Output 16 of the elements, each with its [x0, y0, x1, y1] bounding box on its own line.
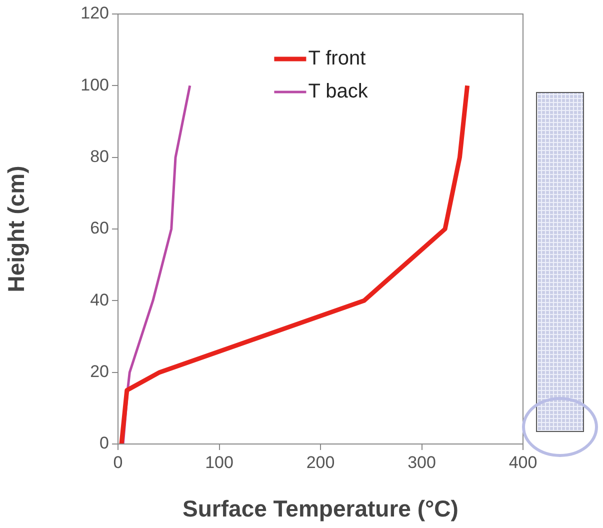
x-axis-title: Surface Temperature (°C) [182, 496, 458, 522]
y-tick-label: 40 [90, 290, 109, 310]
legend-label: T back [308, 80, 369, 103]
x-tick-label: 100 [205, 452, 234, 472]
x-tick-label: 200 [306, 452, 335, 472]
y-axis-title: Height (cm) [3, 166, 30, 292]
y-tick-label: 120 [80, 4, 109, 23]
y-tick-label: 80 [90, 147, 109, 166]
y-tick-label: 20 [90, 362, 109, 382]
x-tick-label: 300 [408, 452, 436, 472]
legend-label: T front [308, 48, 366, 70]
y-tick-label: 100 [80, 75, 109, 94]
x-tick-label: 400 [508, 452, 538, 472]
x-tick-label: 0 [113, 452, 123, 472]
y-tick-label: 60 [90, 218, 109, 238]
y-tick-label: 0 [100, 434, 109, 453]
